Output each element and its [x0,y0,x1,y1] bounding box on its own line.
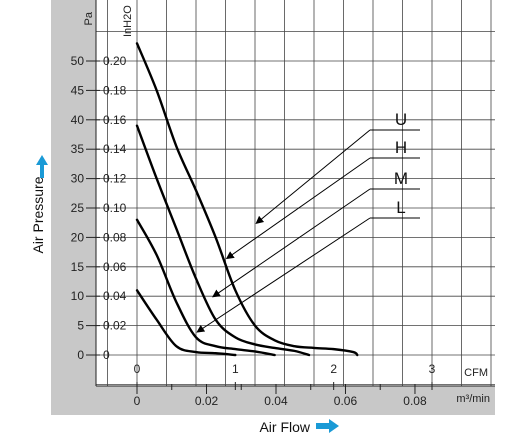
leader-line-l [196,217,371,333]
cfm-tick-label: 1 [232,362,239,376]
inh2o-tick-label: 0.18 [103,83,127,97]
pa-tick-label: 5 [77,319,84,333]
m3min-tick-label: 0 [134,394,141,408]
pa-tick-label: 45 [71,83,85,97]
up-arrow-icon [36,155,48,178]
inh2o-tick-label: 0.20 [103,54,127,68]
plot-area [96,0,495,386]
series-label-l: L [396,198,405,217]
series-label-m: M [394,169,408,188]
m3min-tick-label: 0.08 [403,394,427,408]
series-curve-m [135,218,276,357]
inh2o-tick-label: 0.12 [103,172,127,186]
bottom-gray-band [51,386,495,415]
up-arrow-shape [36,155,48,178]
m3min-unit-label: m³/min [456,393,490,405]
pa-tick-label: 15 [71,260,85,274]
series-curve-h [135,124,311,357]
x-axis-title: Air Flow [259,419,310,435]
pa-tick-label: 20 [71,230,85,244]
pa-tick-label: 0 [77,348,84,362]
grid [96,0,495,386]
inh2o-tick-label: 0.14 [103,142,127,156]
m3min-tick-label: 0.04 [264,394,288,408]
pa-tick-label: 25 [71,201,85,215]
inh2o-tick-label: 0.02 [103,319,127,333]
x-axis: 0 1 2 3 0 0.02 0.04 0.06 0.08 [96,362,495,408]
pa-tick-label: 10 [71,289,85,303]
leader-line-u [255,129,371,224]
right-arrow-shape [316,419,339,433]
curves [135,42,359,357]
pa-tick-label: 50 [71,54,85,68]
series-curve-l [135,289,237,357]
pa-tick-label: 30 [71,172,85,186]
y-axis: 0 5 10 15 20 25 30 35 40 45 50 0 0.02 0.04 0.06 0.08 0.1… [71,0,127,386]
series-label-u: U [395,110,407,129]
cfm-tick-label: 2 [330,362,337,376]
m3min-tick-label: 0.06 [334,394,358,408]
series-label-h: H [395,138,407,157]
inh2o-tick-label: 0 [103,348,110,362]
pa-tick-label: 40 [71,113,85,127]
leader-line-h [225,157,371,260]
leader-line-m [212,188,371,298]
inh2o-tick-label: 0.04 [103,289,127,303]
y-axis-title-group: Air Pressure [30,176,46,253]
inh2o-tick-label: 0.16 [103,113,127,127]
inh2o-tick-label: 0.06 [103,260,127,274]
inh2o-unit-label: InH2O [122,5,134,37]
cfm-unit-label: CFM [464,367,488,379]
y-axis-title: Air Pressure [30,176,46,253]
pa-unit-label: Pa [83,11,95,25]
inh2o-tick-label: 0.08 [103,230,127,244]
m3min-tick-label: 0.02 [195,394,219,408]
cfm-tick-label: 0 [134,362,141,376]
pa-tick-label: 35 [71,142,85,156]
inh2o-tick-label: 0.10 [103,201,127,215]
cfm-tick-label: 3 [429,362,436,376]
right-arrow-icon [316,419,339,433]
series-curve-u [135,42,359,357]
